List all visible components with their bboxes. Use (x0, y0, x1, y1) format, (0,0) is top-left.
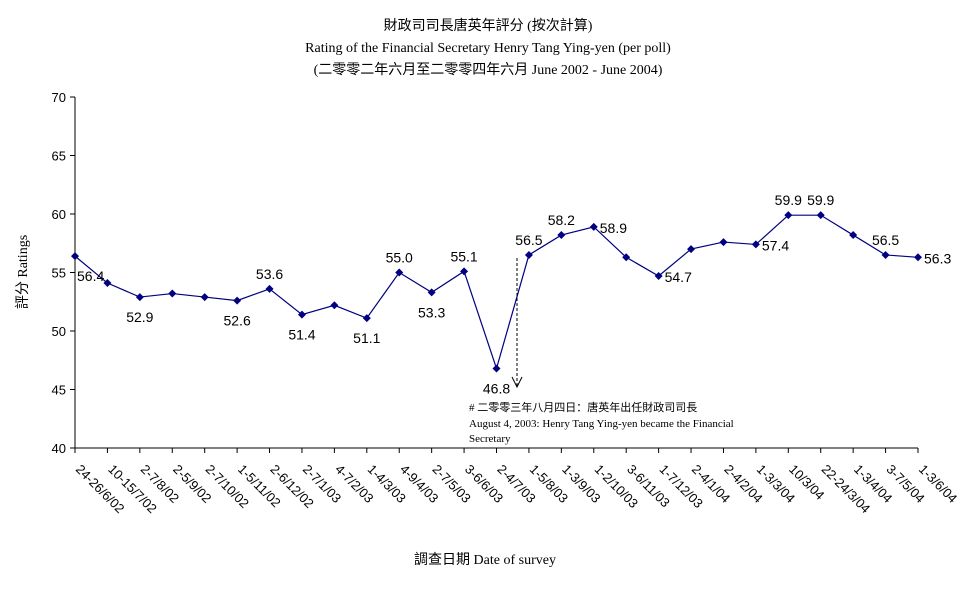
data-point (460, 267, 469, 276)
data-point (265, 284, 274, 293)
data-point (524, 250, 533, 259)
y-tick-label: 60 (52, 207, 66, 222)
data-point (297, 310, 306, 319)
y-tick-label: 55 (52, 266, 66, 281)
data-label: 52.6 (223, 313, 250, 329)
data-label: 59.9 (807, 192, 834, 208)
annotation-line-3: Secretary (469, 433, 511, 445)
y-tick-label: 50 (52, 324, 66, 339)
data-point (362, 314, 371, 323)
y-tick-label: 40 (52, 441, 66, 456)
data-label: 53.6 (256, 266, 283, 282)
data-point (622, 253, 631, 262)
data-point (395, 268, 404, 277)
data-point (200, 293, 209, 302)
data-point (784, 211, 793, 220)
annotation-line-2: August 4, 2003: Henry Tang Ying-yen beca… (469, 418, 734, 430)
data-labels: 56.4 52.9 52.6 53.6 51.4 51.1 55.0 53.3 55.1 46.8… (77, 192, 951, 396)
x-axis: 24-26/6/0210-15/7/022-7/8/022-5/9/022-7/… (73, 447, 960, 516)
data-points (71, 211, 922, 373)
series-polyline (74, 214, 919, 371)
data-label: 58.9 (600, 220, 627, 236)
data-label: 56.5 (872, 232, 899, 248)
data-point (103, 279, 112, 288)
chart-subtitle: Rating of the Financial Secretary Henry … (305, 41, 671, 56)
data-label: 52.9 (126, 309, 153, 325)
data-label: 56.5 (515, 232, 542, 248)
data-label: 46.8 (483, 380, 510, 396)
data-point (654, 272, 663, 281)
data-point (233, 296, 242, 305)
data-label: 58.2 (548, 212, 575, 228)
data-point (719, 238, 728, 247)
data-label: 51.4 (288, 327, 315, 343)
data-label: 51.1 (353, 330, 380, 346)
data-point (881, 250, 890, 259)
y-tick-label: 45 (52, 383, 66, 398)
y-tick-label: 65 (52, 149, 66, 164)
data-point (557, 231, 566, 240)
data-point (914, 253, 922, 262)
x-axis-title: 調查日期 Date of survey (414, 552, 556, 568)
data-point (751, 240, 760, 249)
data-point (71, 252, 79, 261)
data-point (427, 288, 436, 297)
data-label: 59.9 (775, 192, 802, 208)
y-tick-label: 70 (52, 90, 66, 105)
data-point (849, 231, 858, 240)
chart-title: 財政司司長唐英年評分 (按次計算) (384, 17, 593, 34)
data-label: 56.4 (77, 268, 104, 284)
y-axis: 70 65 60 55 50 45 40 (52, 90, 76, 456)
data-label: 53.3 (418, 304, 445, 320)
data-point (135, 293, 144, 302)
data-label: 56.3 (924, 250, 951, 266)
annotation-line-1: # 二零零三年八月四日：唐英年出任財政司司長 (469, 400, 697, 414)
annotation-arrow-head (511, 376, 523, 389)
data-point (168, 289, 177, 298)
y-axis-title: 評分 Ratings (15, 235, 31, 309)
data-point (816, 211, 825, 220)
data-point (330, 301, 339, 310)
annotation: # 二零零三年八月四日：唐英年出任財政司司長 August 4, 2003: H… (469, 258, 734, 445)
chart-subtitle-period: (二零零二年六月至二零零四年六月 June 2002 - June 2004) (314, 62, 663, 78)
data-label: 57.4 (762, 237, 789, 253)
data-label: 54.7 (665, 269, 692, 285)
data-point (687, 245, 696, 254)
data-point (492, 364, 501, 373)
data-label: 55.0 (386, 250, 413, 266)
series-line (74, 214, 919, 371)
data-label: 55.1 (450, 248, 477, 264)
data-point (589, 222, 598, 231)
